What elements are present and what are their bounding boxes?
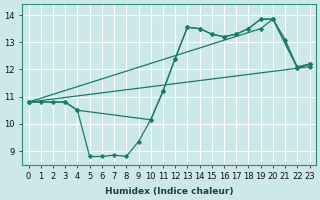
X-axis label: Humidex (Indice chaleur): Humidex (Indice chaleur) [105, 187, 233, 196]
